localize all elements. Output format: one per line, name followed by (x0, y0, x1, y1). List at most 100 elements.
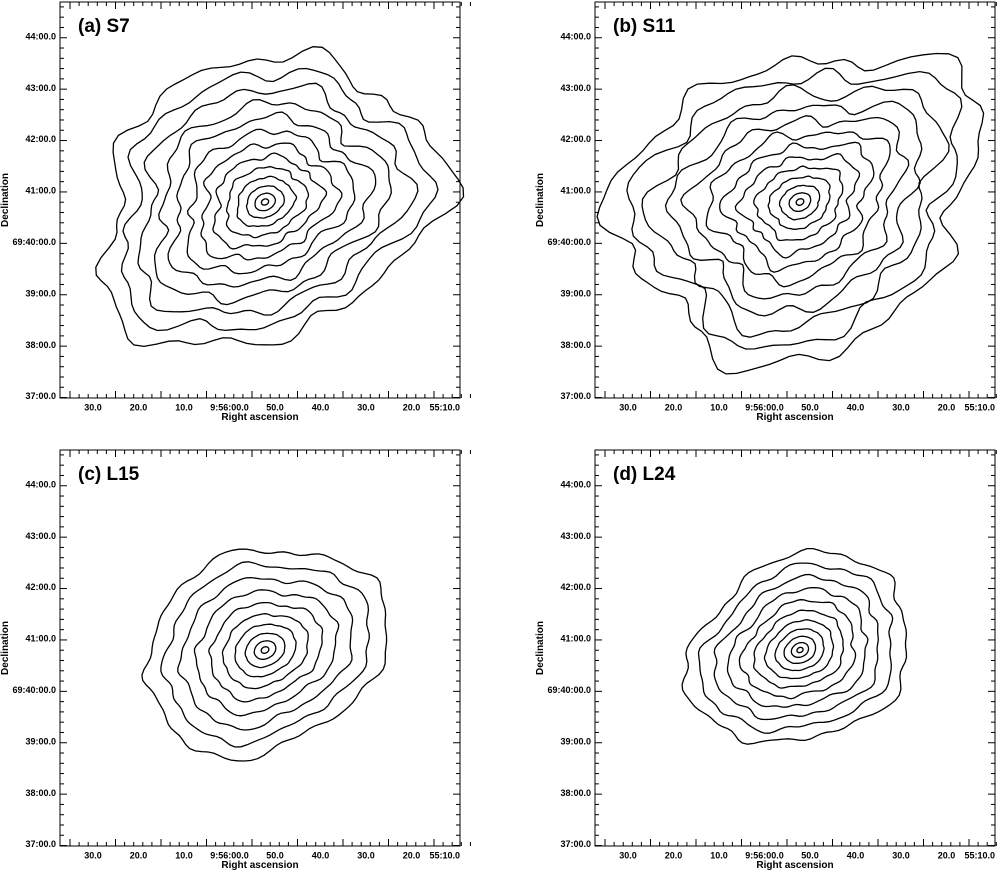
contour (208, 601, 324, 703)
y-tick-label: 38:00.0 (560, 340, 591, 350)
contour (141, 548, 388, 762)
contour (193, 589, 340, 717)
y-tick-label: 44:00.0 (25, 479, 56, 489)
y-tick-label: 41:00.0 (25, 634, 56, 644)
contour (221, 613, 309, 690)
y-tick-label: 39:00.0 (25, 288, 56, 298)
plot-frame (594, 449, 996, 847)
panel-label: (a) S7 (78, 16, 130, 37)
y-tick-label: 41:00.0 (560, 186, 591, 196)
y-tick-label: 39:00.0 (560, 736, 591, 746)
contour (790, 641, 810, 658)
y-tick-label: 43:00.0 (560, 83, 591, 93)
contour (626, 67, 963, 350)
contour (212, 152, 328, 250)
y-tick-label: 43:00.0 (25, 83, 56, 93)
contour (734, 153, 861, 259)
contour (719, 141, 875, 273)
contour (95, 46, 465, 348)
x-tick-label: 50.0 (266, 850, 284, 860)
y-axis-label: Declination (0, 621, 11, 675)
x-tick-label: 30.0 (84, 402, 102, 412)
contour (260, 646, 270, 654)
y-tick-label: 37:00.0 (560, 839, 591, 849)
x-tick-label: 30.0 (84, 850, 102, 860)
y-tick-label: 38:00.0 (25, 788, 56, 798)
contour (738, 599, 857, 700)
y-tick-label: 69:40:00.0 (12, 237, 56, 247)
panel: 44:00.0 43:00.0 42:00.0 41:00.0 69:40:00.0 39… (0, 1, 471, 423)
y-tick-label: 44:00.0 (560, 479, 591, 489)
x-tick-label: 55:10.0 (429, 402, 460, 412)
x-tick-label: 55:10.0 (964, 850, 995, 860)
panel-label: (b) S11 (613, 16, 676, 37)
contour (681, 547, 908, 745)
panel: 44:00.0 43:00.0 42:00.0 41:00.0 69:40:00.0 39… (535, 1, 997, 423)
y-tick-label: 38:00.0 (560, 788, 591, 798)
x-axis-label: Right ascension (221, 412, 298, 423)
contour (225, 166, 310, 239)
x-tick-label: 50.0 (801, 402, 819, 412)
x-tick-label: 20.0 (665, 850, 683, 860)
y-tick-label: 37:00.0 (560, 391, 591, 401)
contour (705, 131, 891, 288)
y-tick-label: 38:00.0 (25, 340, 56, 350)
contour (796, 646, 804, 654)
panel-label: (c) L15 (78, 464, 140, 485)
contour (774, 628, 825, 672)
contour (680, 115, 910, 300)
y-tick-label: 44:00.0 (560, 31, 591, 41)
x-tick-label: 55:10.0 (964, 402, 995, 412)
contour (200, 142, 343, 261)
x-tick-label: 10.0 (175, 850, 193, 860)
plot-frame (59, 449, 461, 847)
y-tick-label: 37:00.0 (25, 391, 56, 401)
contour (254, 192, 277, 212)
contour (778, 184, 821, 221)
contour (763, 619, 835, 680)
y-axis-label: Declination (0, 173, 11, 227)
contour (186, 128, 356, 275)
x-tick-label: 30.0 (619, 402, 637, 412)
y-tick-label: 69:40:00.0 (547, 685, 591, 695)
y-tick-label: 44:00.0 (25, 31, 56, 41)
x-axis-label: Right ascension (756, 412, 833, 423)
y-tick-label: 41:00.0 (560, 634, 591, 644)
x-axis-label: Right ascension (221, 860, 298, 871)
y-tick-label: 42:00.0 (25, 582, 56, 592)
x-tick-label: 50.0 (801, 850, 819, 860)
contour (795, 197, 805, 206)
x-tick-label: 30.0 (619, 850, 637, 860)
x-tick-label: 20.0 (938, 850, 956, 860)
x-tick-label: 30.0 (357, 850, 375, 860)
contour (167, 111, 377, 288)
contour (726, 587, 869, 708)
x-tick-label: 20.0 (130, 402, 148, 412)
x-tick-label: 9:56:00.0 (745, 850, 784, 860)
x-tick-label: 20.0 (403, 402, 421, 412)
y-tick-label: 41:00.0 (25, 186, 56, 196)
y-tick-label: 39:00.0 (560, 288, 591, 298)
x-axis-label: Right ascension (756, 860, 833, 871)
contour (713, 573, 879, 721)
x-tick-label: 10.0 (175, 402, 193, 412)
x-tick-label: 9:56:00.0 (210, 402, 249, 412)
y-tick-label: 69:40:00.0 (12, 685, 56, 695)
contour (664, 100, 923, 317)
x-tick-label: 55:10.0 (429, 850, 460, 860)
x-tick-label: 20.0 (130, 850, 148, 860)
contour (120, 67, 439, 332)
y-tick-label: 39:00.0 (25, 736, 56, 746)
contour (753, 165, 844, 242)
contour (783, 635, 817, 665)
y-tick-label: 37:00.0 (25, 839, 56, 849)
x-tick-label: 40.0 (847, 850, 865, 860)
panel: 44:00.0 43:00.0 42:00.0 41:00.0 69:40:00.0 39… (535, 449, 997, 871)
x-tick-label: 10.0 (710, 850, 728, 860)
plot-frame (59, 1, 461, 399)
contour (697, 562, 894, 734)
x-tick-label: 9:56:00.0 (210, 850, 249, 860)
x-tick-label: 20.0 (665, 402, 683, 412)
contour (236, 175, 298, 228)
